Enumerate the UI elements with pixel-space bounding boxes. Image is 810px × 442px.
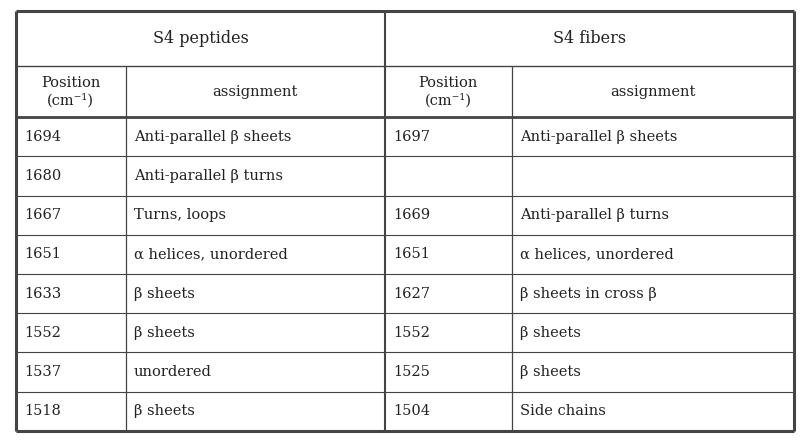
Text: 1525: 1525 — [393, 365, 430, 379]
Text: 1504: 1504 — [393, 404, 430, 418]
Text: β sheets: β sheets — [134, 326, 194, 340]
Text: S4 peptides: S4 peptides — [152, 30, 249, 47]
Text: Position
(cm⁻¹): Position (cm⁻¹) — [41, 76, 100, 107]
Text: Side chains: Side chains — [520, 404, 606, 418]
Text: 1667: 1667 — [24, 208, 62, 222]
Text: assignment: assignment — [212, 85, 298, 99]
Text: β sheets: β sheets — [520, 365, 581, 379]
Text: β sheets: β sheets — [134, 287, 194, 301]
Text: 1633: 1633 — [24, 287, 62, 301]
Text: 1694: 1694 — [24, 130, 62, 144]
Text: 1627: 1627 — [393, 287, 430, 301]
Text: 1651: 1651 — [393, 248, 430, 261]
Text: Anti-parallel β sheets: Anti-parallel β sheets — [520, 130, 677, 144]
Text: 1669: 1669 — [393, 208, 430, 222]
Text: 1537: 1537 — [24, 365, 62, 379]
Text: β sheets: β sheets — [520, 326, 581, 340]
Text: 1651: 1651 — [24, 248, 62, 261]
Text: Anti-parallel β turns: Anti-parallel β turns — [520, 208, 669, 222]
Text: assignment: assignment — [610, 85, 696, 99]
Text: Position
(cm⁻¹): Position (cm⁻¹) — [419, 76, 478, 107]
Text: 1518: 1518 — [24, 404, 62, 418]
Text: unordered: unordered — [134, 365, 211, 379]
Text: Turns, loops: Turns, loops — [134, 208, 226, 222]
Text: 1552: 1552 — [393, 326, 430, 340]
Text: α helices, unordered: α helices, unordered — [134, 248, 288, 261]
Text: Anti-parallel β sheets: Anti-parallel β sheets — [134, 130, 291, 144]
Text: α helices, unordered: α helices, unordered — [520, 248, 674, 261]
Text: 1697: 1697 — [393, 130, 430, 144]
Text: 1552: 1552 — [24, 326, 62, 340]
Text: β sheets: β sheets — [134, 404, 194, 418]
Text: β sheets in cross β: β sheets in cross β — [520, 287, 657, 301]
Text: Anti-parallel β turns: Anti-parallel β turns — [134, 169, 283, 183]
Text: S4 fibers: S4 fibers — [552, 30, 626, 47]
Text: 1680: 1680 — [24, 169, 62, 183]
